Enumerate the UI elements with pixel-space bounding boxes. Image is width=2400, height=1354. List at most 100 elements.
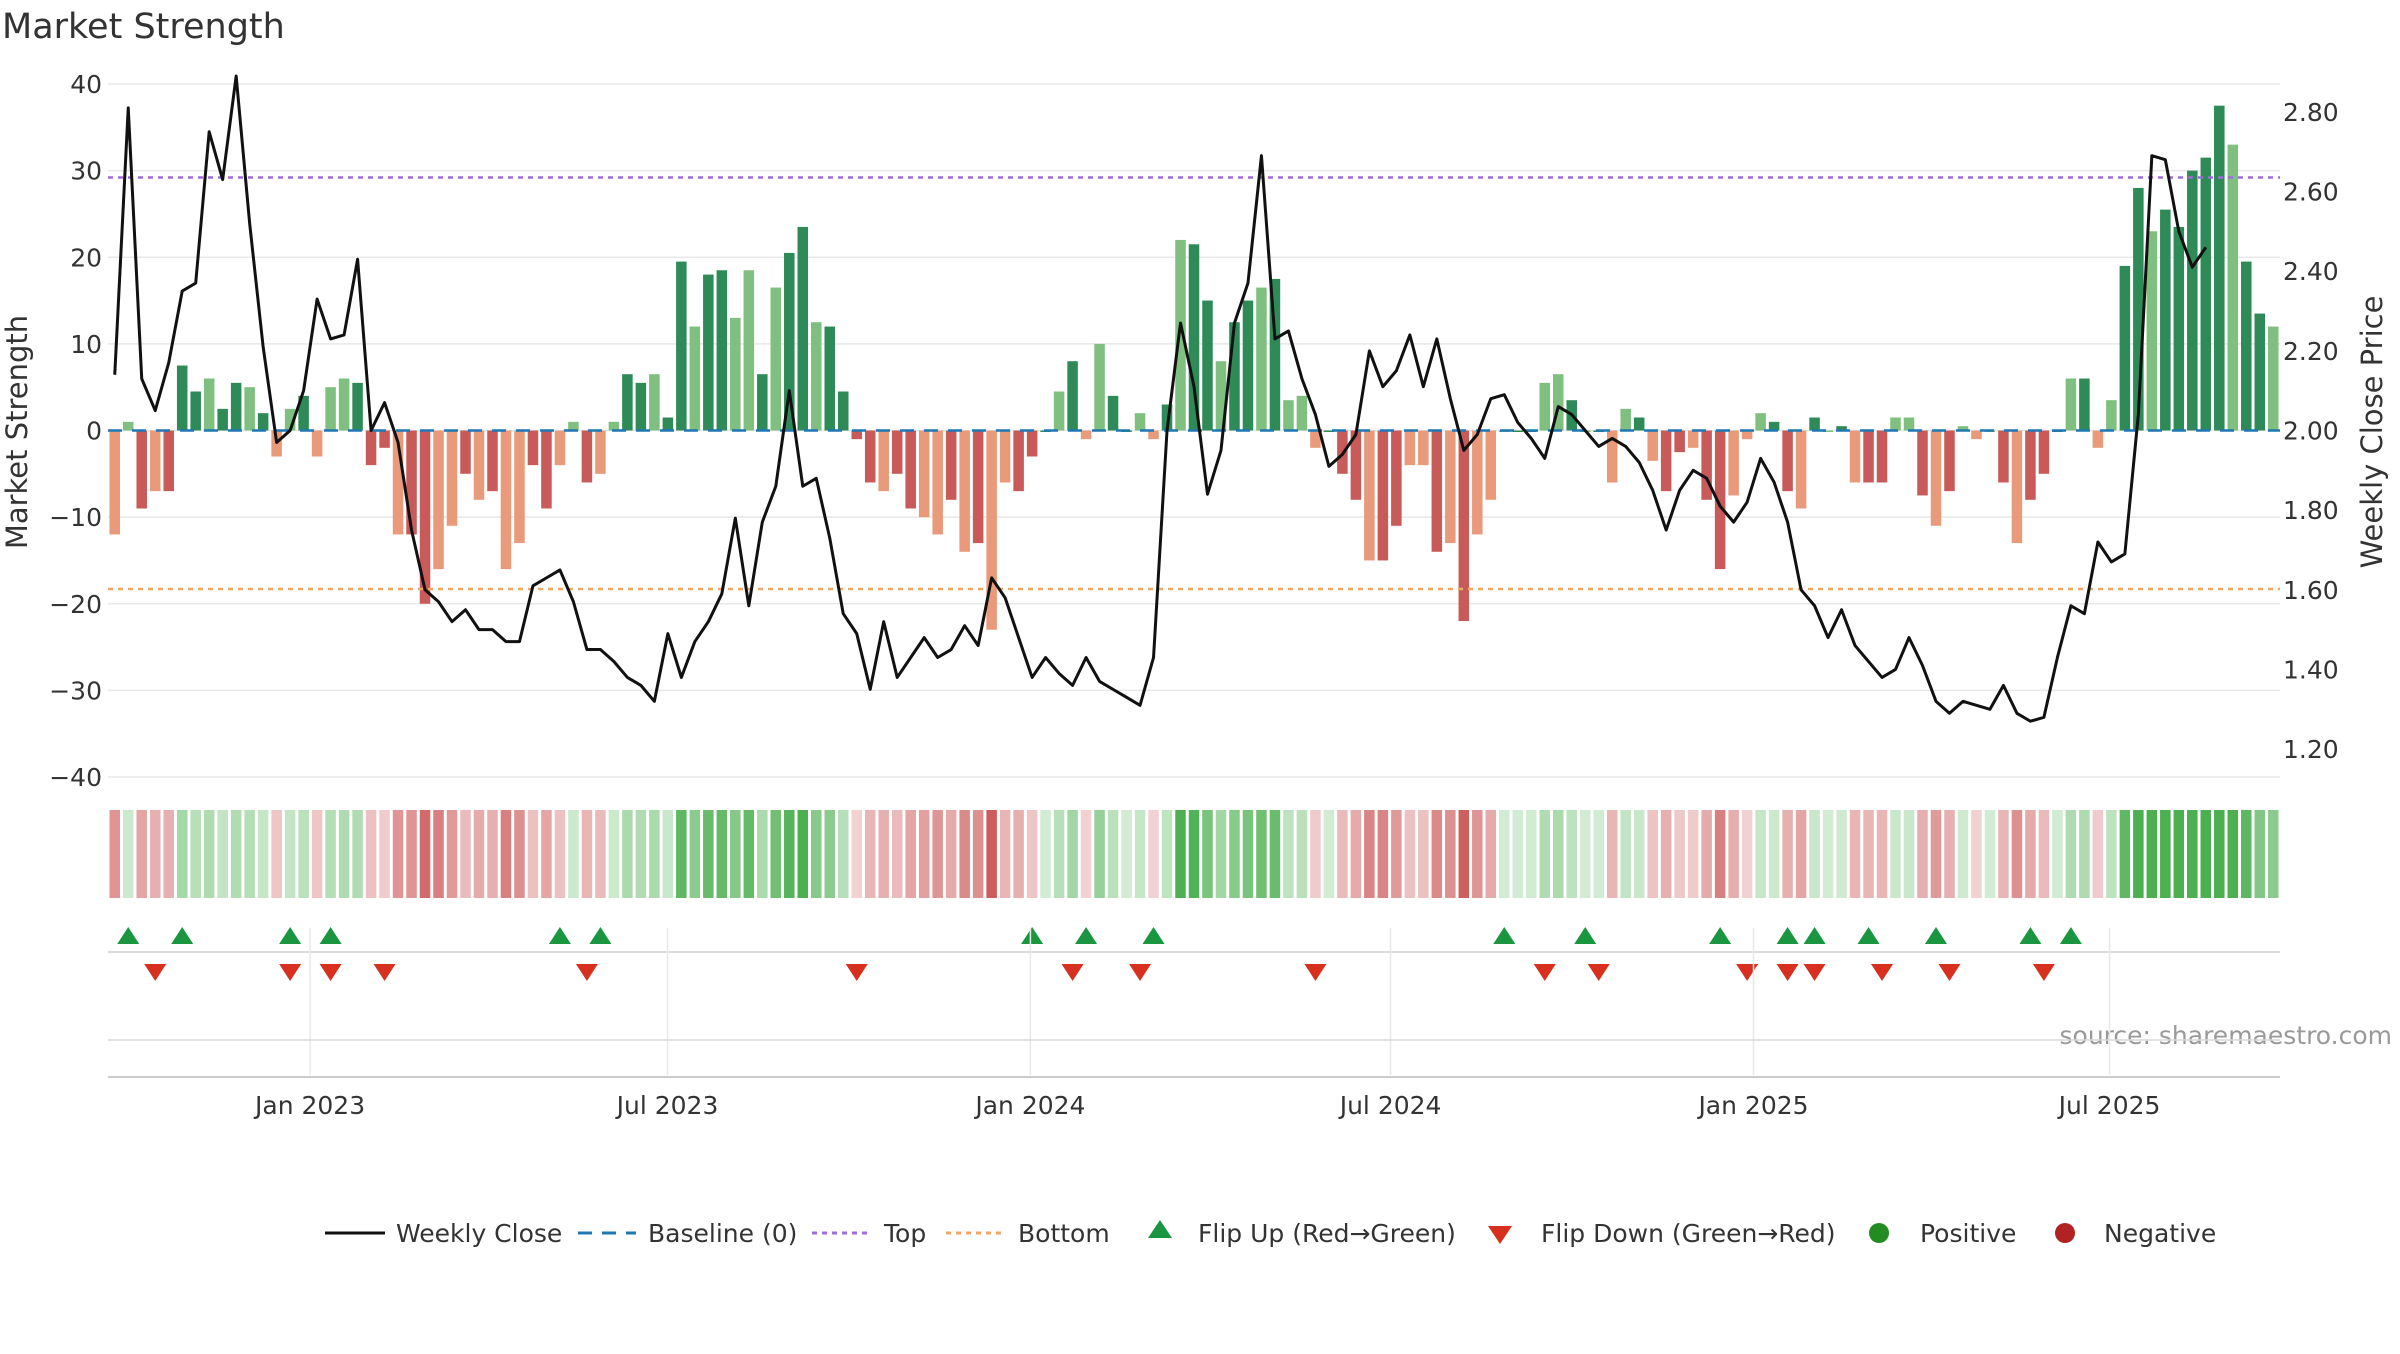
strength-bar <box>2011 430 2023 544</box>
breadth-cell <box>1849 810 1861 898</box>
breadth-cell <box>837 810 849 898</box>
breadth-cell <box>1053 810 1065 898</box>
strength-bar <box>2106 400 2117 431</box>
flip-down-marker <box>373 964 396 981</box>
breadth-cell <box>730 810 741 898</box>
breadth-cell <box>581 810 593 898</box>
breadth-heat-strip <box>109 810 2279 898</box>
breadth-cell <box>878 810 889 898</box>
strength-bar <box>2227 144 2239 431</box>
breadth-cell <box>972 810 984 898</box>
strength-bar <box>1714 430 1726 570</box>
breadth-cell <box>1782 810 1793 898</box>
strength-bar <box>1741 430 1753 440</box>
flip-markers <box>108 927 2280 981</box>
strength-bars <box>109 105 2279 630</box>
strength-bar <box>392 430 404 535</box>
strength-bar <box>608 421 620 431</box>
flip-down-marker <box>1871 964 1894 981</box>
y-tick-label-left: −20 <box>49 590 102 619</box>
strength-bar <box>1809 417 1820 431</box>
strength-bar <box>1377 430 1389 561</box>
breadth-cell <box>703 810 714 898</box>
y-tick-label-right: 1.80 <box>2283 496 2339 525</box>
breadth-cell <box>999 810 1011 898</box>
breadth-cell <box>1890 810 1901 898</box>
strength-bar <box>311 430 323 457</box>
breadth-cell <box>433 810 444 898</box>
strength-bar <box>2079 378 2090 431</box>
strength-bar <box>338 378 350 431</box>
reference-lines <box>108 176 2280 591</box>
strength-bar <box>298 395 309 431</box>
breadth-cell <box>176 810 188 898</box>
breadth-cell <box>1202 810 1213 898</box>
strength-bar <box>514 430 525 544</box>
breadth-cell <box>851 810 862 898</box>
strength-bar <box>541 430 552 509</box>
strength-bar <box>891 430 903 474</box>
y-tick-label-left: −10 <box>49 503 102 532</box>
strength-bar <box>2160 209 2171 431</box>
breadth-cell <box>1337 810 1348 898</box>
breadth-cell <box>811 810 822 898</box>
breadth-cell <box>905 810 916 898</box>
breadth-cell <box>1957 810 1969 898</box>
breadth-cell <box>2052 810 2063 898</box>
breadth-cell <box>1755 810 1766 898</box>
strength-bar <box>770 287 782 431</box>
breadth-cell <box>406 810 417 898</box>
strength-bar <box>1890 417 1901 431</box>
strength-bar <box>945 430 957 500</box>
strength-bar <box>1849 430 1861 483</box>
breadth-cell <box>1714 810 1726 898</box>
breadth-cell <box>1687 810 1699 898</box>
breadth-cell <box>203 810 215 898</box>
strength-bar <box>1148 430 1159 440</box>
breadth-cell <box>1323 810 1335 898</box>
breadth-cell <box>757 810 768 898</box>
strength-bar <box>1539 382 1551 431</box>
breadth-cell <box>1903 810 1915 898</box>
breadth-cell <box>2173 810 2185 898</box>
right-axis-title: Weekly Close Price <box>2355 296 2389 569</box>
strength-bar <box>419 430 431 604</box>
flip-down-marker <box>1803 964 1826 981</box>
strength-bar <box>1512 430 1524 432</box>
flip-up-marker <box>1493 927 1516 944</box>
breadth-cell <box>1863 810 1874 898</box>
breadth-cell <box>1121 810 1132 898</box>
breadth-cell <box>1633 810 1645 898</box>
strength-bar <box>2214 105 2225 431</box>
breadth-cell <box>1917 810 1928 898</box>
strength-bar <box>352 382 363 431</box>
breadth-cell <box>1606 810 1618 898</box>
breadth-cell <box>1579 810 1591 898</box>
strength-bar <box>1188 244 1200 431</box>
breadth-cell <box>419 810 431 898</box>
flip-down-marker <box>1587 964 1610 981</box>
breadth-cell <box>217 810 228 898</box>
flip-down-marker <box>2032 964 2055 981</box>
flip-up-marker <box>548 927 571 944</box>
axes: 40 30 20 10 0 −10 −20 −30 −40 2.80 2.60 2.40 2.20 2.0… <box>49 70 2338 792</box>
breadth-cell <box>1836 810 1847 898</box>
strength-bar <box>1755 413 1766 431</box>
strength-bar <box>176 365 188 431</box>
strength-bar <box>190 391 201 431</box>
strength-bar <box>433 430 444 570</box>
breadth-cell <box>1512 810 1524 898</box>
breadth-cell <box>784 810 795 898</box>
strength-bar <box>1080 430 1092 440</box>
strength-bar <box>2267 326 2279 431</box>
breadth-cell <box>2200 810 2212 898</box>
breadth-cell <box>2241 810 2252 898</box>
strength-bar <box>918 430 930 518</box>
breadth-cell <box>945 810 957 898</box>
breadth-cell <box>1134 810 1146 898</box>
strength-bar <box>2173 226 2185 431</box>
y-tick-label-right: 2.20 <box>2283 337 2339 366</box>
strength-bar <box>824 326 836 431</box>
breadth-cell <box>1067 810 1078 898</box>
